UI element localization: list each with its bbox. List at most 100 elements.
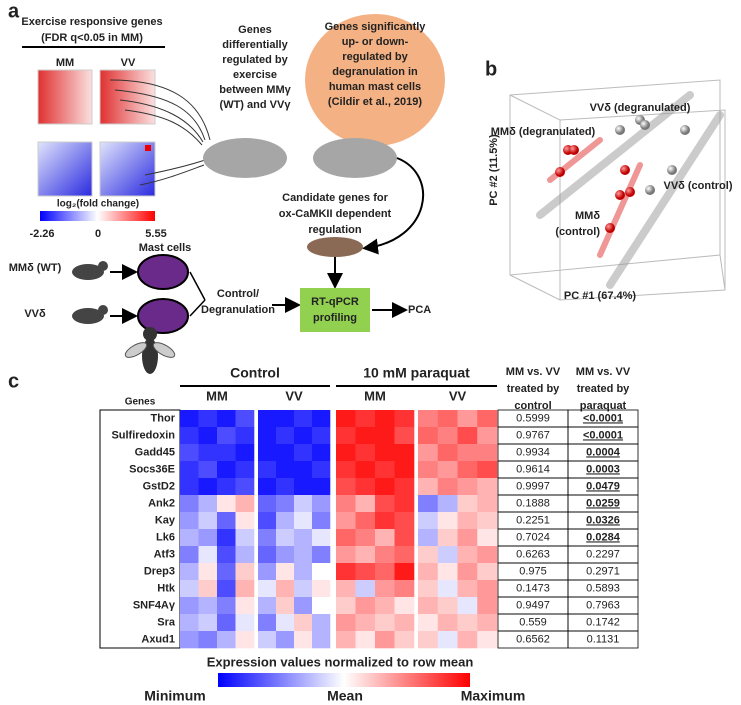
heatmap-cell: [457, 529, 478, 547]
p-value: <0.0001: [583, 429, 623, 441]
heatmap-cell: [294, 631, 313, 649]
heatmap-cell: [437, 597, 458, 615]
heatmap-cell: [198, 580, 218, 598]
flow-text: Genes: [238, 24, 272, 36]
heatmap-cell: [180, 580, 199, 598]
heatmap-cell: [457, 563, 478, 581]
legend-label: Mean: [327, 688, 363, 704]
heatmap-cell: [180, 614, 199, 632]
gene-name: Gadd45: [135, 446, 175, 458]
heatmap-cell: [217, 546, 236, 564]
heatmap-cell: [437, 427, 458, 445]
heatmap-cell: [457, 546, 478, 564]
gene-name: Thor: [151, 412, 176, 424]
heatmap-cell: [355, 461, 376, 479]
heatmap-cell: [217, 444, 236, 462]
p-value: 0.2251: [516, 514, 550, 526]
p-value: 0.0326: [586, 514, 620, 526]
heatmap-cell: [258, 512, 277, 530]
gene-name: Atf3: [154, 548, 175, 560]
heatmap-cell: [477, 580, 498, 598]
group-label: MMδ (degranulated): [491, 126, 596, 138]
p-header: control: [514, 400, 551, 412]
heatmap-cell: [198, 614, 218, 632]
heatmap-cell: [457, 444, 478, 462]
heatmap-cell: [180, 512, 199, 530]
heatmap-cell: [217, 410, 236, 428]
heatmap-cell: [418, 495, 439, 513]
heatmap-cell: [355, 478, 376, 496]
profiling-label: RT-qPCR: [311, 296, 359, 308]
heatmap-cell: [394, 614, 415, 632]
heatmap-cell: [180, 444, 199, 462]
gene-name: Socs36E: [129, 463, 175, 475]
heatmap-cell: [355, 410, 376, 428]
heatmap-cell: [457, 478, 478, 496]
heatmap-cell: [477, 614, 498, 632]
heatmap-cell: [198, 495, 218, 513]
mouse-label: VVδ: [24, 308, 46, 320]
heatmap-cell: [336, 512, 356, 530]
gene-name: Htk: [157, 582, 176, 594]
heatmap-cell: [258, 461, 277, 479]
heatmap-cell: [375, 410, 395, 428]
heatmap-cell: [258, 444, 277, 462]
heatmap-cell: [258, 546, 277, 564]
p-value: 0.2297: [586, 548, 620, 560]
heatmap-cell: [276, 461, 295, 479]
heatmap-cell: [375, 529, 395, 547]
heatmap-cell: [394, 461, 415, 479]
heatmap-cell: [198, 427, 218, 445]
group-label: VVδ (degranulated): [590, 102, 691, 114]
heatmap-cell: [477, 410, 498, 428]
p-value: 0.7963: [586, 599, 620, 611]
gene-name: Lk6: [156, 531, 175, 543]
heatmap-cell: [198, 478, 218, 496]
colorbar-mid: 0: [95, 228, 101, 240]
column-header: VV: [449, 388, 467, 403]
legend-label: Maximum: [461, 688, 526, 704]
heatmap-cell: [375, 580, 395, 598]
gene-name: SNF4Aγ: [133, 599, 176, 611]
heatmap-cell: [375, 495, 395, 513]
heatmap-cell: [336, 461, 356, 479]
flow-text: differentially: [222, 39, 288, 51]
heatmap-cell: [180, 478, 199, 496]
column-header: MM: [206, 388, 228, 403]
p-value: 0.1888: [516, 497, 550, 509]
p-value: 0.559: [519, 616, 547, 628]
p-value: 0.1473: [516, 582, 550, 594]
heatmap-cell: [355, 597, 376, 615]
heatmap-cell: [375, 563, 395, 581]
heatmap-cell: [336, 563, 356, 581]
heatmap-cell: [457, 410, 478, 428]
heatmap-cell: [217, 427, 236, 445]
p-value: 0.0284: [586, 531, 621, 543]
heatmap-cell: [294, 546, 313, 564]
pca-label: PCA: [408, 304, 431, 316]
heatmap-cell: [294, 563, 313, 581]
heatmap-cell: [457, 512, 478, 530]
treatment-label: Degranulation: [201, 304, 275, 316]
heatmap-cell: [477, 597, 498, 615]
gene-name: Drep3: [144, 565, 175, 577]
heatmap-cell: [180, 529, 199, 547]
flow-text: Candidate genes for: [282, 192, 388, 204]
heatmap-cell: [437, 546, 458, 564]
heatmap-cell: [477, 444, 498, 462]
heatmap-cell: [276, 580, 295, 598]
heatmap-cell: [418, 512, 439, 530]
heatmap-cell: [312, 529, 331, 547]
p-value: 0.0259: [586, 497, 620, 509]
heatmap-cell: [217, 597, 236, 615]
p-value: 0.9997: [516, 480, 550, 492]
heatmap-cell: [198, 512, 218, 530]
heatmap-cell: [198, 631, 218, 649]
heatmap-cell: [198, 563, 218, 581]
flow-text: degranulation in: [332, 66, 418, 78]
heatmap-cell: [355, 563, 376, 581]
p-header: MM vs. VV: [506, 366, 561, 378]
heatmap-cell: [235, 427, 255, 445]
heatmap-cell: [294, 444, 313, 462]
heatmap-cell: [294, 461, 313, 479]
